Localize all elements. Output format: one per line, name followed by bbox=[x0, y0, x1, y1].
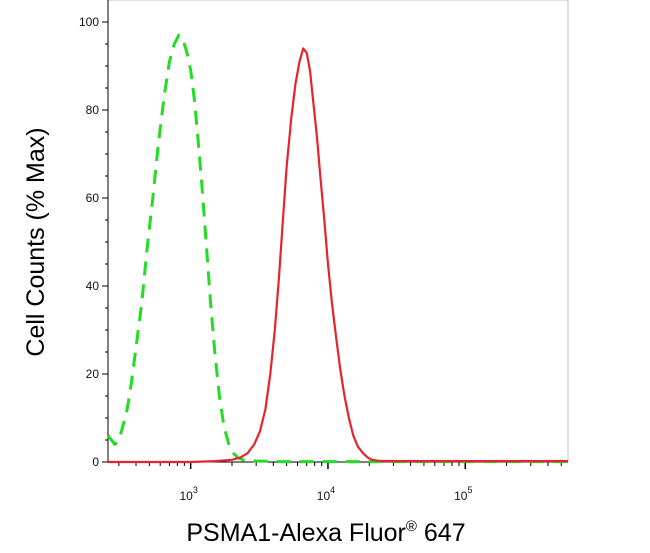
series-layer bbox=[106, 33, 568, 464]
x-tick-label: 104 bbox=[317, 485, 335, 503]
plot-frame bbox=[107, 0, 569, 463]
y-tick-label: 40 bbox=[86, 279, 100, 293]
series-control-histogram bbox=[106, 33, 568, 464]
y-tick-label: 0 bbox=[92, 455, 99, 469]
y-tick-label: 80 bbox=[86, 103, 100, 117]
y-tick-label: 100 bbox=[79, 15, 99, 29]
x-axis-label: PSMA1-Alexa Fluor® 647 bbox=[186, 518, 465, 547]
x-tick-label: 105 bbox=[454, 485, 472, 503]
x-tick-label: 103 bbox=[179, 485, 197, 503]
y-axis-label: Cell Counts (% Max) bbox=[22, 127, 50, 356]
y-tick-label: 60 bbox=[86, 191, 100, 205]
y-tick-label: 20 bbox=[86, 367, 100, 381]
y-axis-ticks: 0 20 40 60 80 100 bbox=[79, 15, 108, 469]
series-psma1-histogram bbox=[108, 47, 568, 464]
x-axis-ticks: 103 104 105 bbox=[118, 462, 562, 503]
